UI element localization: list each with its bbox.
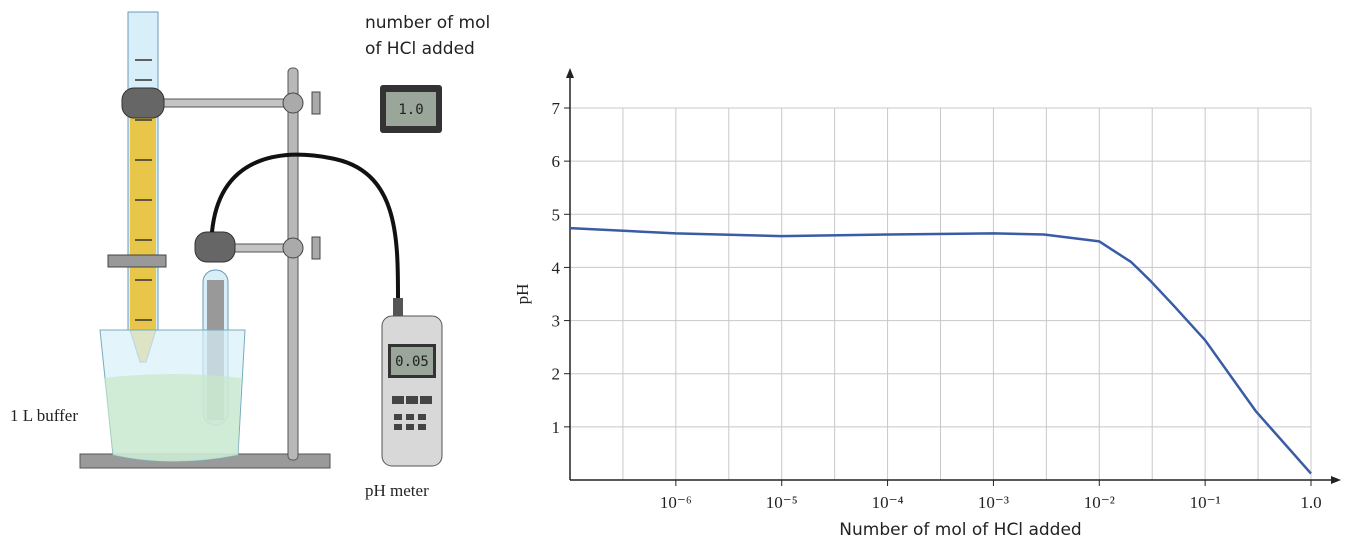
beaker-label: 1 L buffer (10, 406, 78, 425)
y-tick-label: 3 (552, 312, 561, 331)
y-tick-label: 7 (552, 99, 561, 118)
y-tick-label: 1 (552, 418, 561, 437)
x-tick-label: 10⁻⁵ (766, 493, 798, 512)
x-tick-label: 1.0 (1300, 493, 1321, 512)
y-tick-label: 4 (552, 258, 561, 277)
cable (210, 152, 401, 306)
stopcock (107, 254, 167, 268)
ph-meter (381, 315, 443, 467)
x-tick-label: 10⁻⁶ (660, 493, 692, 512)
x-tick-label: 10⁻³ (978, 493, 1009, 512)
counter-display: 1.0 (398, 102, 423, 118)
x-tick-label: 10⁻² (1084, 493, 1115, 512)
clamp-arm (144, 98, 296, 108)
meter-screen (391, 347, 433, 375)
data-line (569, 226, 1312, 475)
clamp-screw (311, 236, 321, 260)
y-tick-label: 6 (552, 152, 561, 171)
buffer-liquid (104, 374, 241, 462)
burette-scale (135, 59, 152, 321)
tube-clamp (194, 231, 236, 263)
chart: 1 2 3 4 5 6 7 10⁻⁶ 10⁻⁵ 10⁻⁴ 10⁻³ 10⁻² 10⁻¹ 1.0 Number… (513, 68, 1341, 540)
meter-label: pH meter (365, 481, 429, 500)
stand-rod (287, 67, 299, 461)
meter-plug (393, 298, 403, 318)
clamp-screw (311, 91, 321, 115)
apparatus: 1.0 0.05 number of mol of HCl added 1 L … (10, 11, 490, 500)
x-tick-label: 10⁻⁴ (872, 493, 904, 512)
burette-clamp (121, 87, 165, 119)
x-tick-label: 10⁻¹ (1190, 493, 1221, 512)
clamp-joint (282, 237, 304, 259)
counter-screen (386, 92, 436, 126)
burette-liquid (130, 95, 156, 330)
x-axis-label: Number of mol of HCl added (839, 520, 1081, 540)
y-axis-arrow (566, 68, 574, 78)
y-tick-label: 2 (552, 365, 561, 384)
counter-label: of HCl added (365, 39, 475, 59)
y-axis-label: pH (513, 284, 532, 305)
meter-display: 0.05 (395, 354, 429, 370)
x-axis-arrow (1331, 476, 1341, 484)
y-tick-label: 5 (552, 205, 561, 224)
meter-buttons (392, 396, 432, 430)
counter-label: number of mol (365, 13, 490, 33)
clamp-joint (282, 92, 304, 114)
